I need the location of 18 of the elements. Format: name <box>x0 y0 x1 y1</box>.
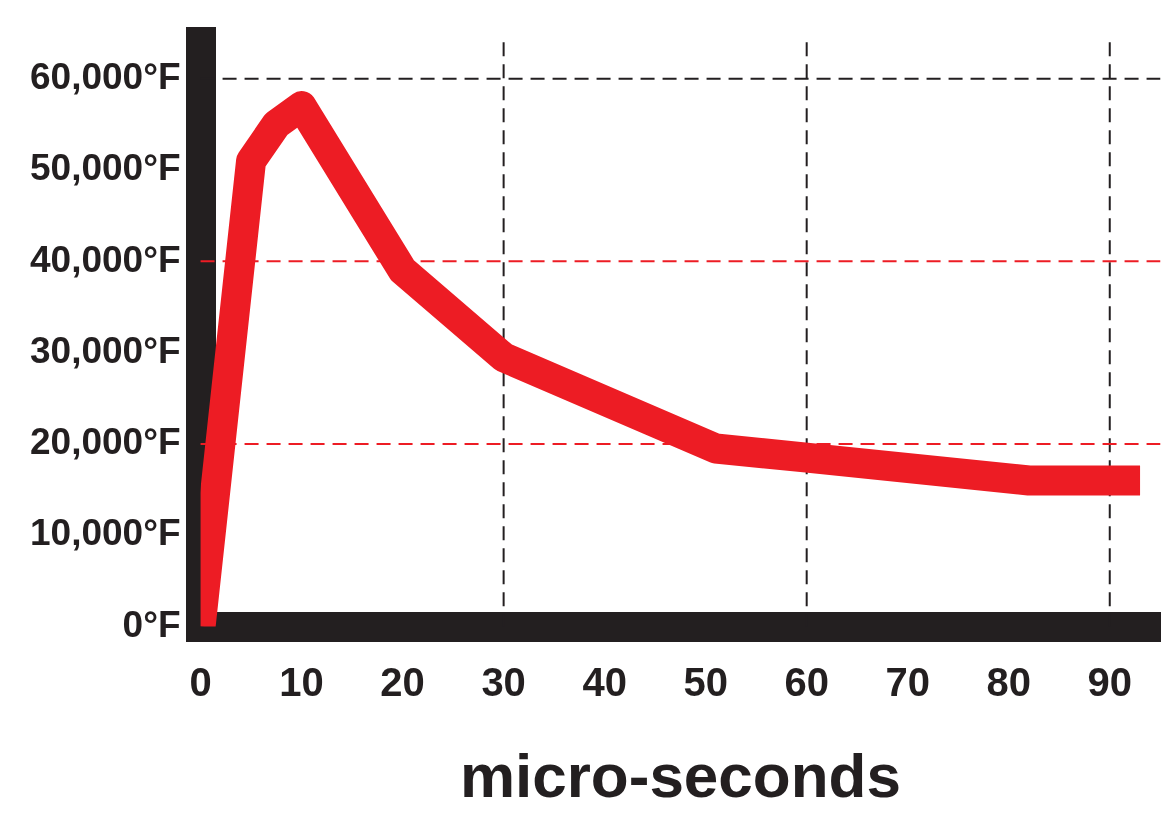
x-tick-label: 50 <box>683 659 728 704</box>
x-tick-label: 90 <box>1087 659 1132 704</box>
x-axis-title: micro-seconds <box>459 740 901 810</box>
y-tick-label: 30,000°F <box>29 329 181 371</box>
y-tick-label: 50,000°F <box>29 147 181 189</box>
y-tick-label: 40,000°F <box>29 238 181 280</box>
x-tick-label: 40 <box>582 659 627 704</box>
y-tick-label: 60,000°F <box>29 55 181 97</box>
x-tick-label: 10 <box>279 659 324 704</box>
y-tick-label: 10,000°F <box>29 512 181 554</box>
x-tick-label: 20 <box>380 659 425 704</box>
x-tick-label: 30 <box>481 659 526 704</box>
x-tick-label: 80 <box>986 659 1031 704</box>
x-tick-label: 70 <box>885 659 930 704</box>
x-tick-label: 60 <box>784 659 829 704</box>
y-tick-label: 20,000°F <box>29 421 181 463</box>
x-tick-label: 0 <box>189 659 212 704</box>
y-tick-label: 0°F <box>122 603 181 645</box>
